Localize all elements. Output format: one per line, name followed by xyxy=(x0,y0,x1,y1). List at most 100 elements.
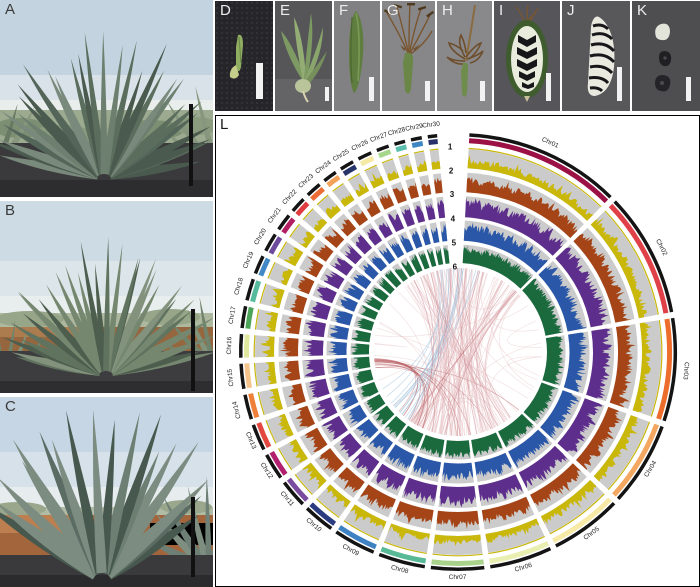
ideogram-outer-arc xyxy=(243,394,254,420)
link-curve xyxy=(458,280,503,437)
track1-axis-line xyxy=(343,520,380,541)
track-1-histogram xyxy=(277,413,294,437)
ideogram-color-arc xyxy=(395,144,408,153)
ideogram-color-arc xyxy=(248,393,260,419)
track-background xyxy=(593,415,649,490)
ideogram-outer-arc xyxy=(291,198,305,212)
track-4-histogram xyxy=(342,284,365,301)
photo-panel-a: A xyxy=(0,0,213,197)
ideogram-outer-arc xyxy=(323,170,337,183)
track1-axis-line xyxy=(316,498,340,519)
agave-leaf xyxy=(110,335,213,376)
track1-axis-line xyxy=(332,182,344,192)
track-2-histogram xyxy=(285,316,302,335)
track-number-label: 6 xyxy=(453,263,458,272)
agave-plant-photo xyxy=(0,0,213,197)
track-4-histogram xyxy=(442,462,474,482)
chromosome-label: Chr16 xyxy=(226,336,234,354)
track-4-histogram xyxy=(369,255,387,272)
scale-bar xyxy=(546,73,551,101)
track-4-histogram xyxy=(563,332,589,393)
track-number-label: 1 xyxy=(448,143,453,152)
link-curve xyxy=(420,276,494,429)
leaf xyxy=(305,27,323,81)
tepal-remnants xyxy=(400,44,420,51)
chromosome-label: Chr25 xyxy=(332,148,351,163)
link-curve xyxy=(413,280,502,424)
track-2-histogram xyxy=(609,325,636,408)
track-3-histogram xyxy=(414,205,426,223)
chromosome-label: Chr23 xyxy=(297,173,315,190)
link-curve xyxy=(388,303,429,428)
scale-bar xyxy=(480,81,485,101)
chromosome-label: Chr07 xyxy=(449,574,467,581)
link-curve xyxy=(441,291,517,435)
green-bud xyxy=(349,11,364,93)
ideogram-color-arc xyxy=(244,363,253,389)
track1-axis-line xyxy=(294,474,313,496)
track-2-histogram xyxy=(283,360,301,381)
link-curve xyxy=(374,360,421,421)
ideogram-outer-arc xyxy=(306,183,321,197)
track-5-histogram xyxy=(373,287,389,302)
track-1-histogram xyxy=(284,247,304,267)
track-3-histogram xyxy=(437,199,446,219)
panel-label-b: B xyxy=(5,202,16,219)
agave-leaf xyxy=(109,161,201,180)
ideogram-color-arc xyxy=(258,257,271,277)
ideogram-color-arc xyxy=(552,497,612,544)
track-4-histogram xyxy=(379,247,396,265)
link-curve xyxy=(430,272,446,435)
white-seed xyxy=(655,23,670,41)
track-5-histogram xyxy=(523,382,559,422)
track1-axis-line xyxy=(364,164,377,172)
ideogram-outer-arc xyxy=(305,507,333,530)
chromosome-label: Chr14 xyxy=(231,400,242,419)
link-curve xyxy=(441,280,504,435)
track-4-histogram xyxy=(337,389,359,410)
track-1-histogram xyxy=(280,268,293,286)
track-2-histogram xyxy=(324,228,345,248)
track-1-histogram xyxy=(288,439,308,463)
ideogram-outer-arc xyxy=(282,481,305,506)
track1-axis-line xyxy=(398,153,409,158)
ideogram-outer-arc xyxy=(357,151,372,161)
ideogram-outer-arc xyxy=(339,160,354,171)
link-curve xyxy=(484,287,513,428)
track1-axis-line xyxy=(267,261,276,279)
chromosome-label: Chr26 xyxy=(350,139,369,153)
agave-leaf xyxy=(187,308,213,363)
photo-panel-g: G xyxy=(382,1,435,111)
track-5-histogram xyxy=(522,279,563,336)
photo-panel-e: E xyxy=(275,1,332,111)
link-curve xyxy=(398,292,518,413)
track-1-histogram xyxy=(590,217,647,319)
ideogram-color-arc xyxy=(269,450,288,476)
ideogram-outer-arc xyxy=(616,425,664,500)
link-curve xyxy=(469,295,521,436)
anthers xyxy=(383,3,435,18)
seed-stripes xyxy=(588,23,616,93)
track-1-histogram xyxy=(326,484,351,509)
track-5-histogram xyxy=(399,425,424,449)
leaf xyxy=(294,17,306,81)
track-2-histogram xyxy=(338,467,365,493)
track-5-histogram xyxy=(355,317,375,331)
track-2-histogram xyxy=(392,187,407,204)
track-4-histogram xyxy=(369,432,393,455)
leaf xyxy=(304,13,313,79)
panel-label-k: K xyxy=(637,2,648,19)
link-curve xyxy=(458,267,484,433)
chromosome-label: Chr27 xyxy=(369,131,388,144)
photo-panel-f: F xyxy=(334,1,380,111)
link-curve xyxy=(394,268,462,409)
link-curve xyxy=(435,270,447,435)
link-curve xyxy=(421,272,440,429)
scale-bar xyxy=(325,87,329,101)
link-curve xyxy=(436,270,447,434)
ideogram-color-arc xyxy=(378,149,392,159)
track-3-histogram xyxy=(586,328,613,399)
link-curve xyxy=(453,268,517,310)
dark-fabric-background xyxy=(215,1,273,111)
track-3-histogram xyxy=(378,220,393,239)
